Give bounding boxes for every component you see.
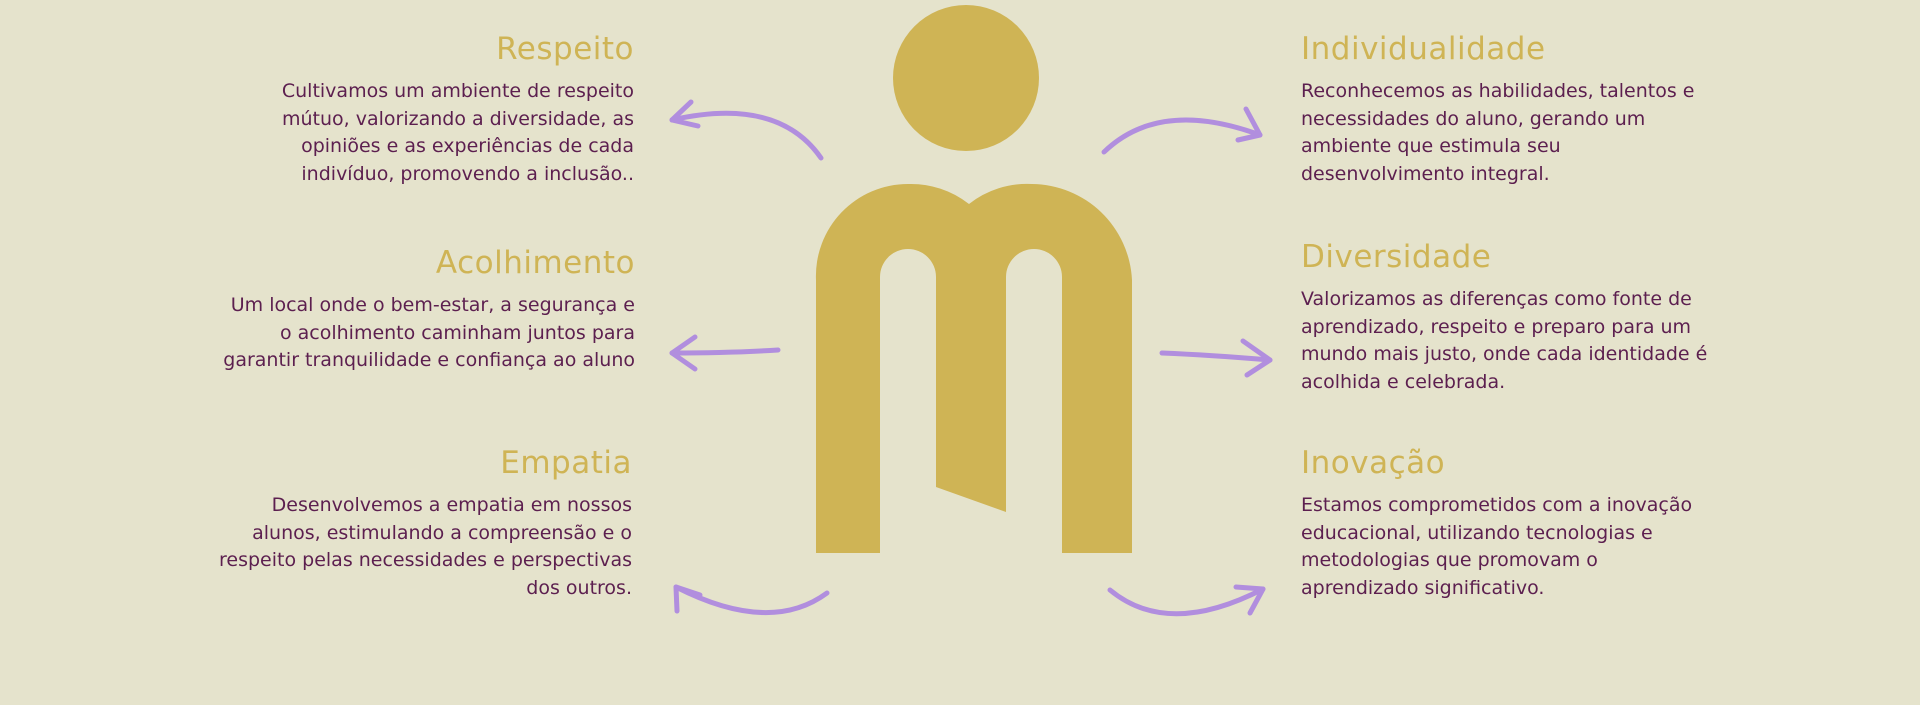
logo-body (815, 183, 1132, 553)
value-title: Respeito (496, 31, 634, 67)
value-empatia: Empatia Desenvolvemos a empatia em nosso… (214, 446, 632, 602)
value-description: Valorizamos as diferenças como fonte de … (1301, 288, 1708, 393)
person-letter-m-logo-icon (815, 5, 1132, 553)
arrow-left-icon (669, 334, 781, 372)
value-acolhimento: Acolhimento Um local onde o bem-estar, a… (214, 246, 635, 375)
value-title: Acolhimento (435, 245, 635, 281)
value-diversidade: Diversidade Valorizamos as diferenças co… (1301, 240, 1721, 396)
value-description: Reconhecemos as habilidades, talentos e … (1301, 80, 1695, 185)
value-title: Individualidade (1301, 31, 1546, 67)
value-individualidade: Individualidade Reconhecemos as habilida… (1301, 32, 1701, 188)
arrow-right-icon (1159, 338, 1273, 378)
value-description: Estamos comprometidos com a inovação edu… (1301, 494, 1693, 599)
value-title: Diversidade (1301, 239, 1492, 275)
value-description: Um local onde o bem-estar, a segurança e… (223, 294, 635, 372)
arrow-up-right-icon (1101, 106, 1263, 155)
value-description: Desenvolvemos a empatia em nossos alunos… (219, 494, 632, 599)
value-inovacao: Inovação Estamos comprometidos com a ino… (1301, 446, 1721, 602)
logo-head (893, 5, 1039, 151)
arrow-down-left-icon (673, 584, 830, 616)
value-title: Inovação (1301, 445, 1446, 481)
arrow-up-left-icon (669, 99, 824, 161)
value-title: Empatia (500, 445, 632, 481)
value-respeito: Respeito Cultivamos um ambiente de respe… (214, 32, 634, 188)
value-description: Cultivamos um ambiente de respeito mútuo… (281, 80, 634, 185)
arrow-down-right-icon (1107, 584, 1266, 617)
